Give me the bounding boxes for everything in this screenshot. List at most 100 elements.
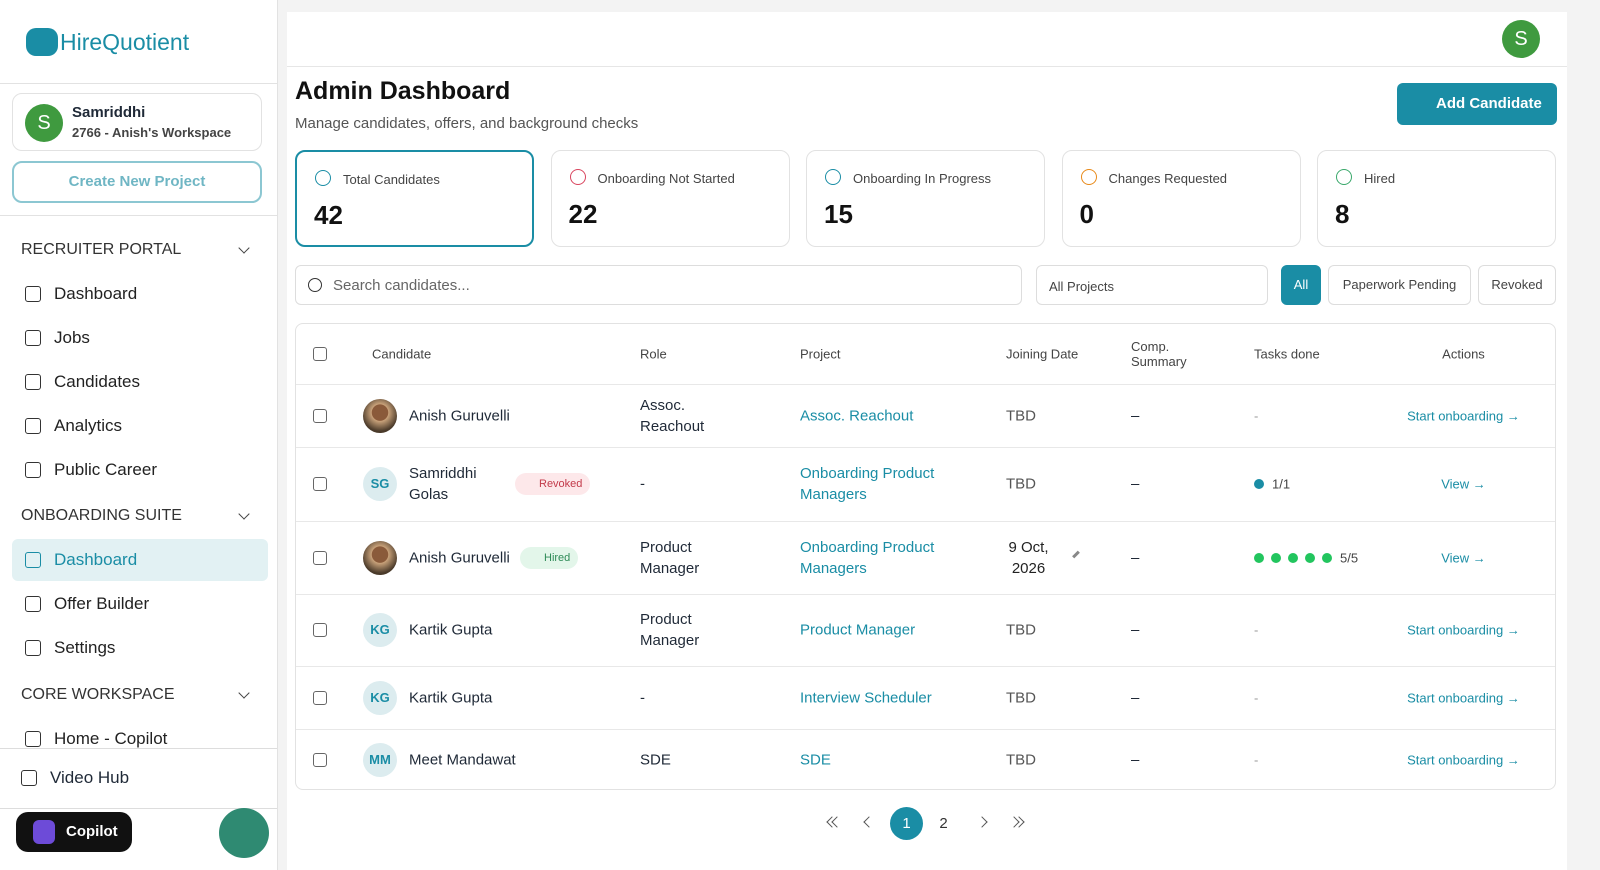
checkbox[interactable]: [313, 623, 327, 637]
stat-icon: [1336, 169, 1352, 185]
nav-item[interactable]: Analytics: [54, 416, 123, 435]
stat-value: 15: [824, 199, 853, 229]
tasks-done: -: [1254, 408, 1259, 423]
project-link[interactable]: SDE: [800, 751, 831, 769]
search-placeholder: Search candidates...: [333, 277, 470, 294]
task-dot: [1271, 552, 1281, 563]
stat-icon: [1080, 169, 1097, 185]
checkbox[interactable]: [313, 550, 327, 565]
action-link[interactable]: Start onboarding →: [1407, 622, 1520, 638]
project-filter[interactable]: All Projects: [1036, 265, 1268, 305]
joining-date: TBD: [1006, 751, 1036, 769]
action-link[interactable]: View →: [1441, 476, 1486, 492]
sidebar: HireQuotient S Samriddhi 2766 - Anish's Wor…: [0, 0, 278, 870]
project-link[interactable]: Onboarding Product Managers: [800, 538, 935, 577]
section-title: ONBOARDING SUITE: [21, 507, 182, 524]
page-number[interactable]: 1: [890, 807, 923, 840]
chevron[interactable]: [238, 687, 250, 699]
create-project-button[interactable]: Create New Project: [12, 161, 262, 203]
action-link[interactable]: Start onboarding →: [1407, 408, 1520, 423]
avatar-initials: KG: [363, 613, 397, 647]
section-title: RECRUITER PORTAL: [21, 241, 182, 258]
candidate-name: Anish Guruvelli: [409, 549, 510, 566]
action-link[interactable]: Start onboarding →: [1407, 752, 1520, 768]
user-card[interactable]: S Samriddhi 2766 - Anish's Workspace: [12, 93, 262, 151]
task-dot: [1288, 552, 1298, 563]
nav-icon: [25, 418, 41, 434]
project-link[interactable]: Product Manager: [800, 621, 916, 639]
nav-item[interactable]: Offer Builder: [54, 594, 150, 613]
call-button[interactable]: [219, 808, 269, 858]
divider: [0, 83, 277, 84]
checkbox[interactable]: [313, 347, 327, 361]
stat-label: Hired: [1364, 171, 1396, 186]
joining-date: TBD: [1006, 475, 1036, 493]
search-icon: [308, 278, 322, 292]
user-name: Samriddhi: [72, 104, 146, 121]
candidate-name: Meet Mandawat: [409, 751, 516, 769]
stat-card[interactable]: Onboarding In Progress 15: [806, 150, 1045, 247]
comp-summary: –: [1131, 549, 1140, 566]
row-divider: [296, 521, 1555, 522]
logo-text: HireQuotient: [60, 29, 190, 55]
column-header: Candidate: [372, 346, 432, 362]
checkbox[interactable]: [313, 477, 327, 491]
add-candidate-button[interactable]: Add Candidate: [1397, 83, 1557, 125]
stat-label: Onboarding In Progress: [853, 171, 992, 186]
stat-value: 8: [1335, 199, 1350, 229]
chevron[interactable]: [238, 242, 250, 254]
tasks-done: 1/1: [1272, 476, 1291, 492]
checkbox[interactable]: [313, 690, 327, 705]
edit-icon[interactable]: [1072, 550, 1080, 558]
stat-label: Onboarding Not Started: [597, 171, 735, 186]
page-number[interactable]: 2: [939, 815, 948, 832]
task-dot: [1254, 479, 1264, 489]
joining-date: TBD: [1006, 689, 1036, 706]
tasks-done: -: [1254, 690, 1259, 705]
page-title: Admin Dashboard: [295, 77, 511, 105]
status-badge: Hired: [520, 546, 579, 569]
joining-date: 9 Oct, 2026: [1008, 538, 1049, 577]
active-item-bg: [12, 539, 268, 581]
filter-button[interactable]: All: [1281, 265, 1321, 305]
candidate-name: Kartik Gupta: [409, 689, 493, 706]
workspace: 2766 - Anish's Workspace: [72, 125, 232, 140]
checkbox[interactable]: [313, 408, 327, 423]
project-link[interactable]: Onboarding Product Managers: [800, 465, 935, 503]
column-header: Tasks done: [1254, 346, 1320, 362]
checkbox[interactable]: [313, 753, 327, 767]
action-link[interactable]: Start onboarding →: [1407, 690, 1520, 705]
nav-item[interactable]: Dashboard: [54, 284, 138, 303]
copilot-button[interactable]: Copilot: [16, 812, 132, 852]
stat-card[interactable]: Changes Requested 0: [1061, 150, 1301, 247]
status-badge: Revoked: [515, 473, 591, 495]
nav-item[interactable]: Video Hub: [50, 768, 130, 787]
comp-summary: –: [1131, 689, 1140, 706]
nav-item[interactable]: Candidates: [54, 372, 141, 391]
role: SDE: [640, 751, 671, 769]
task-dot: [1322, 552, 1332, 563]
nav-item[interactable]: Home - Copilot: [54, 729, 168, 748]
filter-button[interactable]: Paperwork Pending: [1328, 265, 1471, 305]
nav-item[interactable]: Jobs: [54, 328, 90, 347]
stat-card[interactable]: Onboarding Not Started 22: [550, 150, 790, 247]
stat-icon: [315, 170, 331, 186]
nav-item[interactable]: Settings: [54, 638, 116, 657]
stat-card[interactable]: Total Candidates 42: [295, 150, 534, 247]
action-link[interactable]: View →: [1441, 550, 1486, 565]
project-link[interactable]: Interview Scheduler: [800, 689, 932, 706]
nav-item[interactable]: Public Career: [54, 460, 157, 479]
search-box[interactable]: Search candidates...: [295, 265, 1022, 305]
table: Candidate Role Project Joining Date Comp. Su…: [295, 323, 1556, 790]
chevron[interactable]: [238, 508, 250, 520]
nav-item[interactable]: Dashboard: [54, 550, 138, 569]
page-nav-icon[interactable]: [976, 816, 988, 828]
project-link[interactable]: Assoc. Reachout: [800, 407, 914, 424]
copilot-icon: [33, 820, 55, 844]
profile-avatar[interactable]: S: [1502, 20, 1540, 58]
nav-icon: [25, 731, 41, 747]
filter-button[interactable]: Revoked: [1478, 265, 1556, 305]
avatar-initials: KG: [363, 680, 397, 715]
stat-card[interactable]: Hired 8: [1317, 150, 1556, 247]
stat-label: Total Candidates: [343, 172, 440, 187]
